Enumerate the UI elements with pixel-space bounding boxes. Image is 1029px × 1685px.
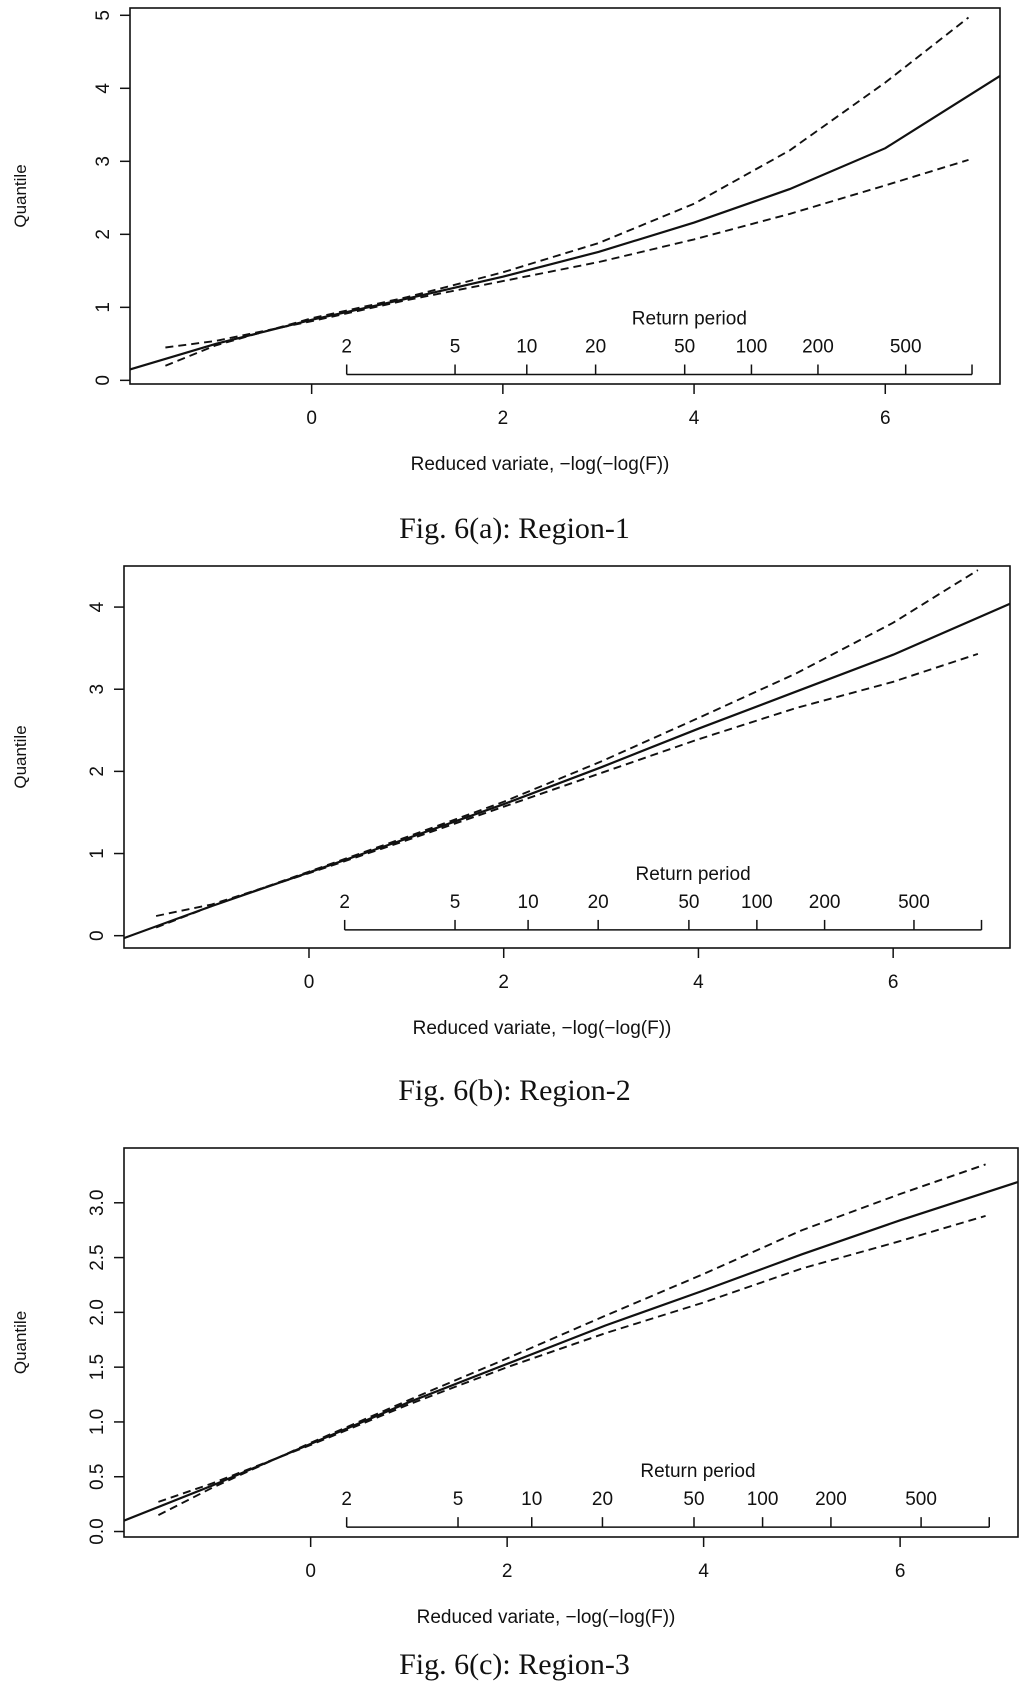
return-period-label: 10 [518,892,539,913]
panel-region-3: 0.0 0.5 1.0 1.5 2.0 2.5 3.0 0 2 4 6 Reduced variate… [0,1140,1029,1685]
caption-region-2: Fig. 6(b): Region-2 [398,1074,631,1107]
y-tick-label: 0.5 [87,1464,108,1490]
return-period-label: 100 [736,337,768,358]
y-axis-title: Quantile [11,725,30,788]
confidence-bound-curve [165,158,969,349]
y-tick-label: 3.0 [87,1190,108,1216]
x-axis-title: Reduced variate, −log(−log(F)) [413,1018,672,1039]
return-period-label: 5 [450,892,461,913]
plot-region-3: 0.0 0.5 1.0 1.5 2.0 2.5 3.0 0 2 4 6 Reduced variate… [11,1147,1019,1628]
return-period-title: Return period [636,864,751,885]
return-period-label: 500 [890,337,922,358]
plot-frame [129,7,1001,385]
y-tick-label: 2 [87,766,108,777]
confidence-bound-curve [157,1163,986,1516]
plot-region-2: 0 1 2 3 4 0 2 4 6 Reduced variate, −log(−log(F)) Q… [11,565,1011,1039]
return-period-label: 2 [341,337,352,358]
x-tick-label: 4 [689,408,700,429]
panel-region-2: 0 1 2 3 4 0 2 4 6 Reduced variate, −log(−log(F)) Q… [0,560,1029,1120]
y-tick-label: 1.0 [87,1409,108,1435]
y-tick-label: 0.0 [87,1518,108,1544]
return-period-label: 2 [339,892,350,913]
return-period-label: 20 [592,1489,613,1510]
quantile-curve [123,602,1011,940]
return-period-label: 5 [453,1489,464,1510]
x-axis-title: Reduced variate, −log(−log(F)) [411,454,670,475]
y-tick-label: 2.0 [87,1299,108,1325]
return-period-label: 10 [516,337,537,358]
y-axis-title: Quantile [11,164,30,227]
x-tick-label: 4 [698,1561,709,1582]
return-period-label: 20 [585,337,606,358]
confidence-bound-curve [158,1214,986,1503]
return-period-title: Return period [632,309,747,330]
y-tick-label: 1 [87,848,108,859]
y-tick-label: 0 [87,930,108,941]
y-tick-label: 5 [93,10,114,21]
return-period-label: 200 [815,1489,847,1510]
return-period-title: Return period [640,1461,755,1482]
y-axis-title: Quantile [11,1311,30,1374]
return-period-label: 2 [341,1489,352,1510]
x-tick-label: 2 [498,972,509,993]
return-period-label: 50 [678,892,699,913]
x-tick-label: 0 [305,1561,316,1582]
x-tick-label: 6 [880,408,891,429]
y-tick-label: 2.5 [87,1244,108,1270]
return-period-label: 500 [905,1489,937,1510]
y-tick-label: 2 [93,229,114,240]
return-period-label: 100 [747,1489,779,1510]
return-period-label: 50 [674,337,695,358]
return-period-label: 200 [809,892,841,913]
x-tick-label: 0 [304,972,315,993]
x-tick-label: 6 [888,972,899,993]
return-period-label: 500 [898,892,930,913]
y-tick-label: 3 [93,156,114,167]
caption-region-3: Fig. 6(c): Region-3 [399,1648,630,1681]
return-period-label: 10 [521,1489,542,1510]
x-tick-label: 0 [306,408,317,429]
return-period-label: 200 [802,337,834,358]
plot-frame [123,1147,1019,1538]
confidence-bound-curve [165,16,970,367]
panel-region-1: 0 1 2 3 4 5 0 2 4 6 Reduced variate, −log(−log(F))… [0,0,1029,560]
quantile-curve [129,74,1001,371]
quantile-curve [123,1180,1019,1522]
y-tick-label: 3 [87,684,108,695]
x-tick-label: 2 [498,408,509,429]
y-tick-label: 4 [93,83,114,94]
return-period-label: 5 [450,337,461,358]
return-period-label: 100 [741,892,773,913]
x-axis-title: Reduced variate, −log(−log(F)) [417,1607,676,1628]
y-tick-label: 1 [93,302,114,313]
x-tick-label: 4 [693,972,704,993]
confidence-bound-curve [155,652,979,917]
x-tick-label: 2 [502,1561,513,1582]
confidence-bound-curve [155,569,979,929]
plot-frame [123,565,1011,949]
y-tick-label: 1.5 [87,1354,108,1380]
return-period-label: 50 [683,1489,704,1510]
y-tick-label: 0 [93,375,114,386]
y-tick-label: 4 [87,601,108,612]
x-tick-label: 6 [895,1561,906,1582]
caption-region-1: Fig. 6(a): Region-1 [399,512,630,545]
return-period-label: 20 [588,892,609,913]
